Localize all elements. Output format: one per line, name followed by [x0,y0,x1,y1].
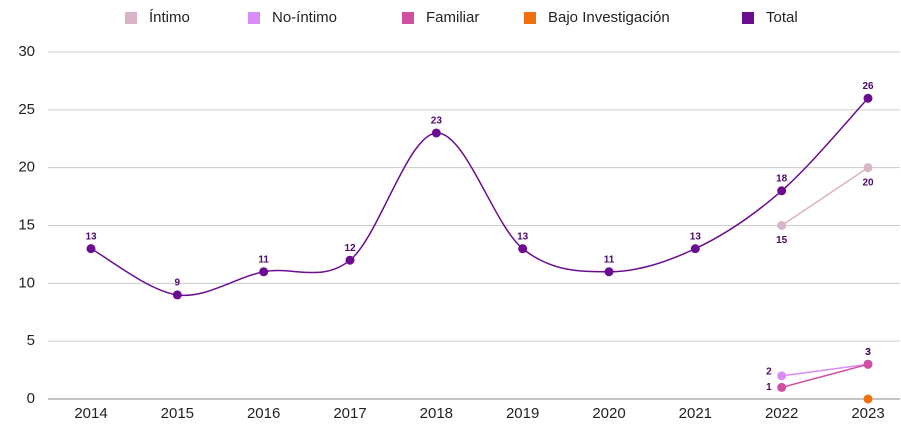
x-tick-label: 2017 [333,405,366,422]
x-tick-label: 2016 [247,405,280,422]
legend-label: Total [766,9,798,26]
data-point [863,359,873,369]
data-point [777,371,787,381]
x-tick-label: 2019 [506,405,539,422]
data-point [172,290,182,300]
legend-swatch [125,12,137,24]
data-point [777,186,787,196]
x-tick-label: 2015 [161,405,194,422]
data-point [863,394,873,404]
data-point [345,255,355,265]
data-label: 3 [865,347,871,358]
data-label: 3 [865,347,871,358]
legend-label: No-íntimo [272,9,337,26]
data-point [863,163,873,173]
data-point [690,244,700,254]
data-label: 13 [517,231,529,242]
data-label: 1 [766,382,772,393]
series-line [90,97,869,297]
data-label: 26 [862,81,874,92]
series-line [781,363,869,377]
y-tick-label: 15 [18,216,35,233]
data-label: 13 [690,231,702,242]
data-label: 13 [85,231,97,242]
y-tick-label: 20 [18,159,35,176]
y-tick-label: 0 [27,390,35,407]
data-point [777,221,787,230]
legend-swatch [248,12,260,24]
series-line [781,363,869,389]
legend-swatch [402,12,414,24]
x-tick-label: 2022 [765,405,798,422]
x-tick-label: 2021 [679,405,712,422]
legend-label: Bajo Investigación [548,9,670,26]
data-label: 23 [431,116,443,127]
legend-label: Íntimo [149,9,190,26]
x-tick-label: 2014 [74,405,107,422]
data-label: 15 [776,235,788,246]
legend-swatch [524,12,536,24]
y-tick-label: 10 [18,274,35,291]
y-tick-label: 30 [18,43,35,60]
data-label: 18 [776,173,788,184]
data-label: 2 [766,367,772,378]
x-tick-label: 2023 [851,405,884,422]
data-label: 20 [862,177,874,188]
data-label: 12 [344,243,356,254]
data-point [518,244,528,254]
data-point [86,244,96,254]
data-label: 11 [258,254,269,265]
legend-label: Familiar [426,9,479,26]
y-tick-label: 5 [27,332,35,349]
data-point [777,382,787,392]
x-tick-label: 2020 [592,405,625,422]
data-label: 11 [604,254,615,265]
y-tick-label: 25 [18,101,35,118]
legend-swatch [742,12,754,24]
data-point [431,128,441,138]
x-tick-label: 2018 [420,405,453,422]
series-line [781,167,869,227]
data-point [604,267,614,277]
data-point [863,93,873,103]
data-label: 9 [175,278,181,289]
data-point [259,267,269,277]
